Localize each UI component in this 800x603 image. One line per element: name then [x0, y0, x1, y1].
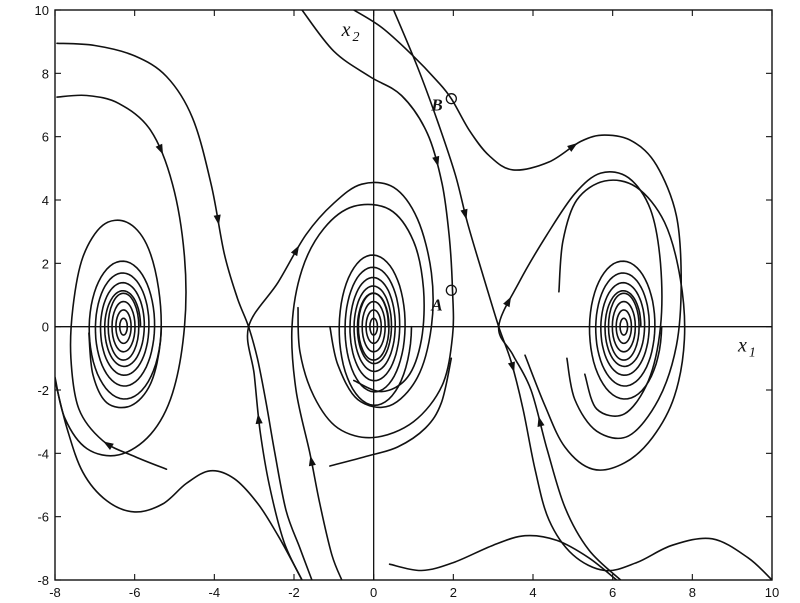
spiral-core-ring	[361, 300, 386, 353]
x1-axis-label-sub: 1	[749, 346, 756, 361]
x-tick-label: 8	[689, 585, 696, 600]
trajectory-left-sep-up	[246, 181, 434, 580]
axes-layer	[54, 9, 773, 581]
y-tick-label: 6	[42, 130, 49, 145]
y-tick-label: -8	[37, 573, 49, 588]
spiral-core-ring	[111, 300, 136, 353]
spiral-0	[88, 260, 163, 400]
marked-point-label-b: B	[430, 96, 442, 115]
x-tick-label: -8	[49, 585, 61, 600]
y-tick-label: -6	[37, 510, 49, 525]
direction-arrow	[155, 143, 163, 155]
direction-arrow	[103, 441, 114, 450]
direction-arrow	[537, 416, 545, 427]
direction-arrow	[507, 361, 515, 373]
y-tick-label: 10	[35, 3, 49, 18]
direction-arrow	[255, 413, 263, 425]
trajectory-left-bottom	[55, 379, 303, 580]
x2-axis-label-sub: 2	[353, 30, 360, 45]
trajectory-top-right	[353, 10, 682, 440]
spiral-core-ring	[619, 317, 629, 336]
y-tick-label: 2	[42, 256, 49, 271]
x-tick-label: 4	[529, 585, 536, 600]
trajectory-middle-bottom	[388, 534, 618, 580]
spiral-core-ring	[369, 317, 379, 336]
spiral-core-ring	[115, 309, 132, 345]
trajectory-top-inner-left	[55, 94, 187, 457]
x-tick-label: 6	[609, 585, 616, 600]
trajectory-right-outer	[524, 179, 686, 471]
direction-arrow	[308, 455, 316, 467]
direction-arrow	[567, 143, 578, 152]
x-tick-label: 0	[370, 585, 377, 600]
trajectory-middle-up	[290, 203, 425, 580]
trajectory-right-sep-up	[497, 171, 663, 580]
spiral-core-ring	[118, 317, 129, 336]
trajectory-mid-spiral-outer	[329, 357, 453, 467]
marked-point-label-a: A	[430, 295, 442, 314]
trajectory-top-middle	[297, 10, 455, 439]
trajectory-diag-right	[392, 10, 772, 580]
y-tick-label: 0	[42, 320, 49, 335]
y-tick-label: -2	[37, 383, 49, 398]
spiral-core-ring	[357, 292, 390, 361]
direction-arrow	[213, 214, 221, 226]
spiral-core-ring	[611, 300, 637, 353]
y-tick-label: 4	[42, 193, 49, 208]
spiral-core-ring	[365, 309, 383, 345]
spiral-2	[588, 260, 663, 400]
marked-point-b	[445, 93, 457, 105]
spiral-core-ring	[607, 292, 640, 361]
spiral-1	[338, 254, 413, 407]
x-tick-label: 10	[765, 585, 779, 600]
direction-arrow	[290, 245, 300, 257]
y-tick-label: 8	[42, 66, 49, 81]
plot-frame	[54, 9, 773, 581]
direction-arrow	[503, 296, 512, 308]
trajectory-left-spiral-2	[69, 219, 168, 470]
spiral-core-ring	[107, 292, 140, 361]
x-tick-label: 2	[450, 585, 457, 600]
direction-arrow	[460, 208, 468, 220]
x-tick-label: -6	[129, 585, 141, 600]
direction-arrow	[432, 155, 440, 167]
x-tick-label: -2	[288, 585, 300, 600]
trajectories-layer	[55, 10, 772, 580]
trajectory-top-outer-left	[56, 42, 313, 580]
y-tick-label: -4	[37, 446, 49, 461]
x-tick-label: -4	[209, 585, 221, 600]
spiral-core-ring	[615, 309, 633, 345]
labels-layer: -8 -6 -4 -2 0 2 4 6 8 10 -8 -6 -4 -2 0 2 4 6 8 10 x 1 x 2 A B	[35, 3, 780, 600]
marked-point-a	[445, 284, 457, 296]
